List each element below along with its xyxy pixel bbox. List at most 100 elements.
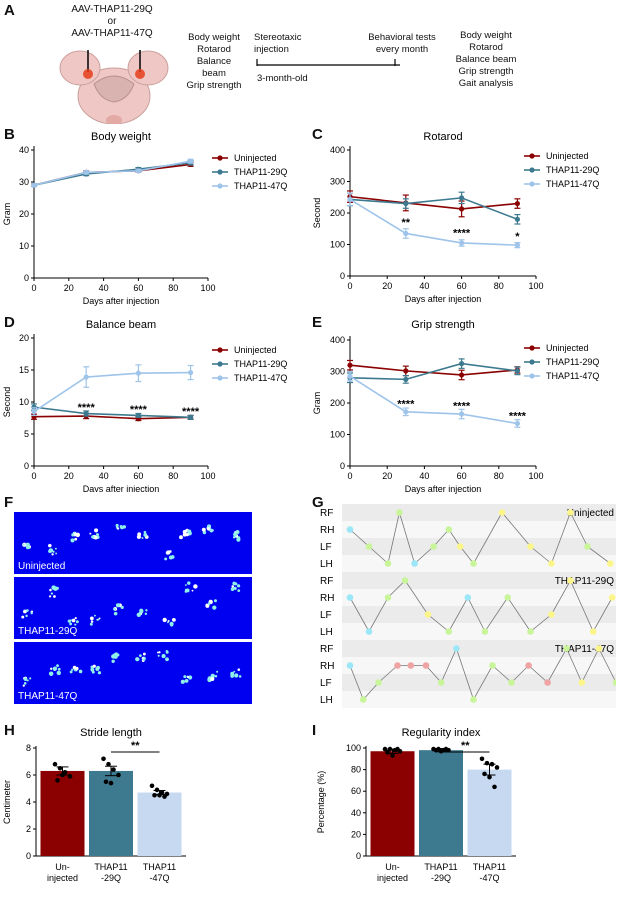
step-dot (527, 628, 534, 635)
data-point (403, 230, 409, 237)
step-dot (470, 696, 477, 703)
legend-marker (529, 167, 535, 173)
paw-dot (143, 533, 148, 537)
step-dot (563, 645, 570, 652)
step-dot (456, 543, 464, 550)
x-tick-label: 20 (64, 283, 74, 293)
legend-marker (217, 183, 223, 189)
paw-row-label: RF (320, 644, 333, 655)
paw-dot (214, 675, 218, 678)
x-tick-label: 60 (133, 283, 143, 293)
x-tick-label: 100 (200, 471, 215, 481)
paw-dot (182, 529, 187, 534)
paw-dot (237, 668, 241, 671)
paw-dot (230, 671, 235, 676)
y-tick-label: 300 (330, 177, 345, 187)
timeline-tests-line1: Behavioral tests (368, 32, 436, 43)
y-tick-label: 60 (351, 786, 361, 796)
data-point (403, 368, 409, 374)
legend-marker (217, 155, 223, 161)
x-tick-label: 0 (347, 471, 352, 481)
paw-dot (122, 525, 127, 529)
x-tick-label: 0 (31, 283, 36, 293)
step-dot (567, 577, 574, 584)
legend-label: THAP11-29Q (546, 165, 599, 175)
y-axis-label: Percentage (%) (316, 771, 326, 834)
chart-title: Regularity index (402, 727, 481, 739)
paw-dot (75, 620, 79, 624)
legend-marker (217, 375, 223, 381)
paw-dot (49, 588, 52, 592)
step-dot (422, 662, 430, 669)
legend-label: Uninjected (234, 345, 277, 355)
regularity-index-chart: Regularity index 0 20 40 60 80 100 Percentage (… (316, 727, 516, 883)
step-dot (584, 543, 591, 550)
significance-marker: **** (397, 399, 415, 411)
legend-marker (217, 361, 223, 367)
paw-dot (56, 670, 61, 676)
data-point (116, 772, 121, 778)
data-point (157, 792, 162, 798)
y-tick-label: 10 (19, 241, 29, 251)
legend-label: THAP11-29Q (234, 167, 287, 177)
data-point (403, 376, 409, 382)
gait-image-label: Uninjected (18, 561, 66, 572)
paw-row-band (342, 606, 616, 623)
data-point (188, 158, 194, 164)
series-line (349, 198, 518, 246)
data-point (514, 216, 520, 222)
data-point (83, 410, 89, 417)
y-tick-label: 400 (330, 335, 345, 345)
paw-row-label: RF (320, 508, 333, 519)
paw-dot (74, 623, 77, 626)
y-tick-label: 40 (351, 808, 361, 818)
paw-dot (89, 532, 92, 535)
data-point (403, 200, 409, 207)
legend-label: Uninjected (546, 343, 589, 353)
significance-marker: **** (130, 404, 148, 416)
paw-dot (210, 676, 215, 681)
legend-marker (217, 169, 223, 175)
x-tick-label: 0 (31, 471, 36, 481)
x-tick-label: 100 (200, 283, 215, 293)
paw-dot (120, 526, 124, 530)
step-dot (401, 577, 409, 584)
paw-row-label: LH (320, 559, 333, 570)
aav-line-29q: AAV-THAP11-29Q (71, 4, 153, 15)
panel-label-i: I (312, 722, 317, 739)
paw-dot (71, 668, 74, 671)
x-tick-label: THAP11 (94, 862, 127, 872)
step-dot (470, 560, 477, 567)
paw-dot (25, 614, 28, 618)
data-point (31, 404, 37, 410)
bar (467, 769, 512, 856)
step-dot (589, 628, 597, 635)
group-label: THAP11-29Q (555, 576, 615, 587)
data-point (484, 760, 490, 766)
paw-dot (29, 677, 32, 680)
paw-dot (67, 619, 71, 623)
paw-dot (69, 670, 73, 674)
step-dot (384, 560, 392, 567)
y-tick-label: 400 (330, 145, 345, 155)
x-tick-label: -47Q (479, 873, 499, 883)
significance-marker: **** (453, 400, 471, 412)
step-dot (578, 679, 586, 686)
data-point (514, 368, 520, 374)
data-point (31, 182, 37, 188)
paw-row-label: RH (320, 525, 334, 536)
paw-dot (137, 658, 140, 661)
step-dot (430, 543, 437, 550)
x-tick-label: Un- (55, 862, 70, 872)
paw-dot (184, 679, 189, 683)
chart-title: Stride length (80, 727, 142, 739)
paw-dot (141, 656, 144, 659)
step-dot (567, 509, 574, 516)
paw-row-label: RH (320, 661, 334, 672)
y-tick-label: 8 (26, 743, 31, 753)
significance-marker: * (515, 231, 520, 243)
data-point (188, 414, 194, 420)
step-dot (407, 662, 415, 669)
data-point (459, 411, 465, 417)
paw-dot (139, 609, 144, 614)
